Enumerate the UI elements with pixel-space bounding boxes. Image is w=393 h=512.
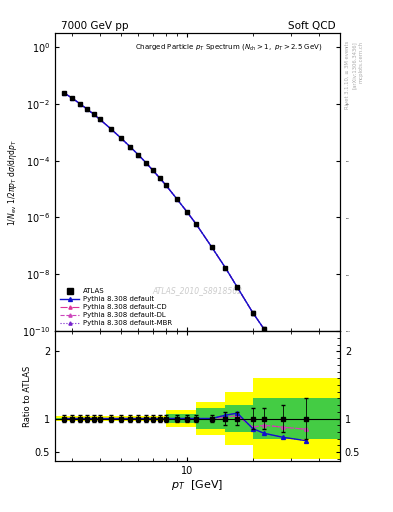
Text: Soft QCD: Soft QCD [288, 20, 336, 31]
Y-axis label: $1/N_\mathrm{ev}\ 1/2\pi p_T\ \mathrm{d}\sigma/\mathrm{d}\eta\mathrm{d}p_T$: $1/N_\mathrm{ev}\ 1/2\pi p_T\ \mathrm{d}… [6, 139, 19, 226]
X-axis label: $p_T$  [GeV]: $p_T$ [GeV] [171, 478, 224, 493]
Text: Charged Particle $p_T$ Spectrum ($N_\mathrm{ch}>1,\ p_T>2.5$ GeV): Charged Particle $p_T$ Spectrum ($N_\mat… [135, 42, 322, 52]
Text: Rivet 3.1.10, ≥ 3M events: Rivet 3.1.10, ≥ 3M events [345, 41, 350, 110]
Text: [arXiv:1306.3436]: [arXiv:1306.3436] [352, 41, 357, 89]
Y-axis label: Ratio to ATLAS: Ratio to ATLAS [23, 366, 32, 426]
Text: mcplots.cern.ch: mcplots.cern.ch [358, 41, 364, 83]
Text: 7000 GeV pp: 7000 GeV pp [61, 20, 129, 31]
Text: ATLAS_2010_S8918562: ATLAS_2010_S8918562 [152, 287, 242, 295]
Legend: ATLAS, Pythia 8.308 default, Pythia 8.308 default-CD, Pythia 8.308 default-DL, P: ATLAS, Pythia 8.308 default, Pythia 8.30… [59, 287, 173, 328]
